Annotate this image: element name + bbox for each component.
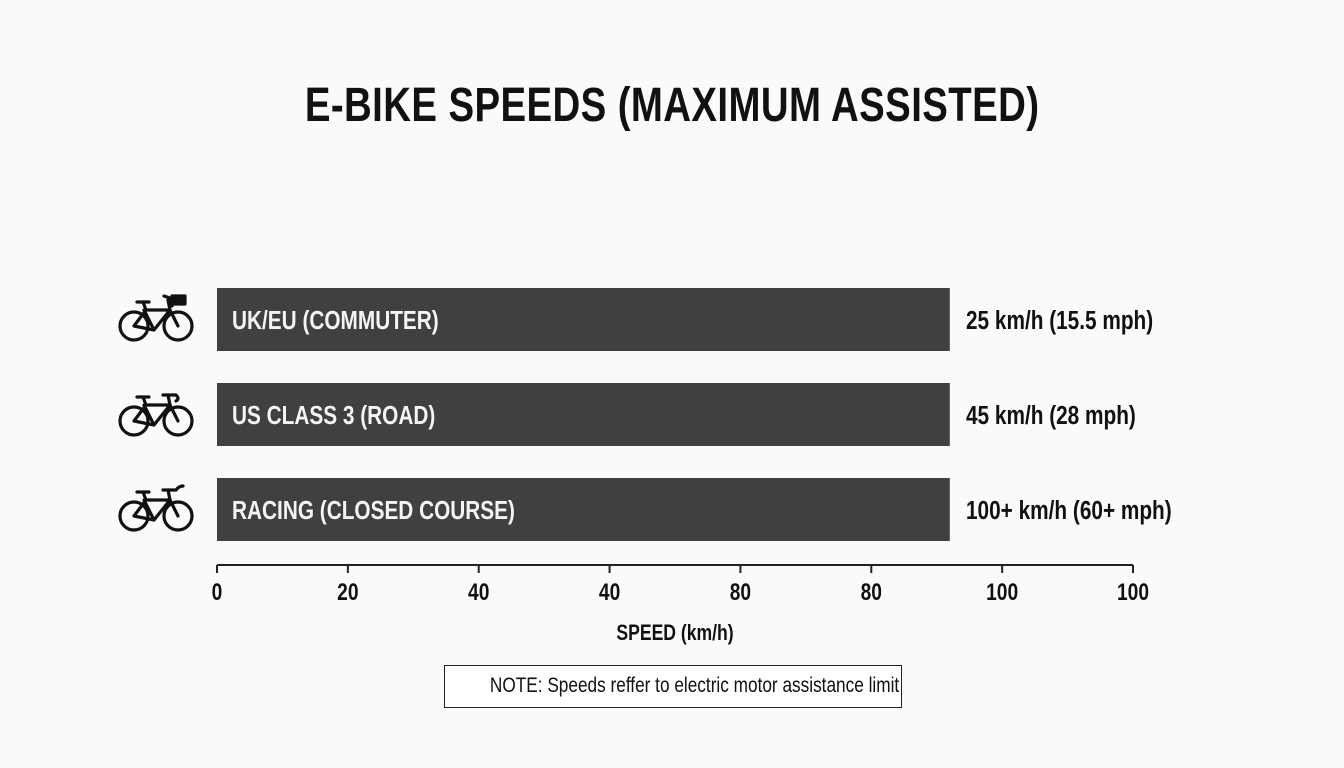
bar-category-label: RACING (CLOSED COURSE) bbox=[232, 496, 515, 525]
x-tick-label: 80 bbox=[861, 578, 882, 606]
x-tick-label: 40 bbox=[468, 578, 489, 606]
bike-basket bbox=[170, 294, 187, 306]
bike-wheel bbox=[162, 500, 194, 532]
x-axis-title: SPEED (km/h) bbox=[616, 621, 733, 645]
x-tick-label: 40 bbox=[599, 578, 620, 606]
bike-wheel bbox=[118, 500, 150, 532]
road-bike-icon bbox=[118, 393, 194, 437]
bike-frame bbox=[132, 393, 180, 427]
bike-frame bbox=[132, 488, 180, 522]
x-tick-label: 20 bbox=[337, 578, 358, 606]
commuter-bike-with-basket-icon bbox=[118, 294, 194, 342]
bar-value-label: 100+ km/h (60+ mph) bbox=[966, 496, 1172, 525]
bar-value-label: 45 km/h (28 mph) bbox=[966, 401, 1136, 430]
x-tick-label: 80 bbox=[730, 578, 751, 606]
x-tick-label: 0 bbox=[212, 578, 223, 606]
bar bbox=[217, 478, 950, 541]
bike-wheel bbox=[162, 405, 194, 437]
bar-value-label: 25 km/h (15.5 mph) bbox=[966, 306, 1153, 335]
chart-title: E-BIKE SPEEDS (MAXIMUM ASSISTED) bbox=[304, 79, 1040, 132]
bar bbox=[217, 383, 950, 446]
bike-frame bbox=[132, 298, 180, 332]
bike-wheel bbox=[118, 405, 150, 437]
x-tick-label: 100 bbox=[1117, 578, 1149, 606]
bar bbox=[217, 288, 950, 351]
bike-handlebar bbox=[161, 484, 185, 492]
bike-handlebar bbox=[161, 393, 180, 403]
x-tick-label: 100 bbox=[986, 578, 1018, 606]
racing-bike-icon bbox=[118, 484, 194, 532]
bar-category-label: UK/EU (COMMUTER) bbox=[232, 306, 439, 335]
bike-wheel bbox=[162, 310, 194, 342]
note-box: NOTE: Speeds reffer to electric motor as… bbox=[444, 665, 902, 708]
bar-category-label: US CLASS 3 (ROAD) bbox=[232, 401, 435, 430]
bike-wheel bbox=[118, 310, 150, 342]
